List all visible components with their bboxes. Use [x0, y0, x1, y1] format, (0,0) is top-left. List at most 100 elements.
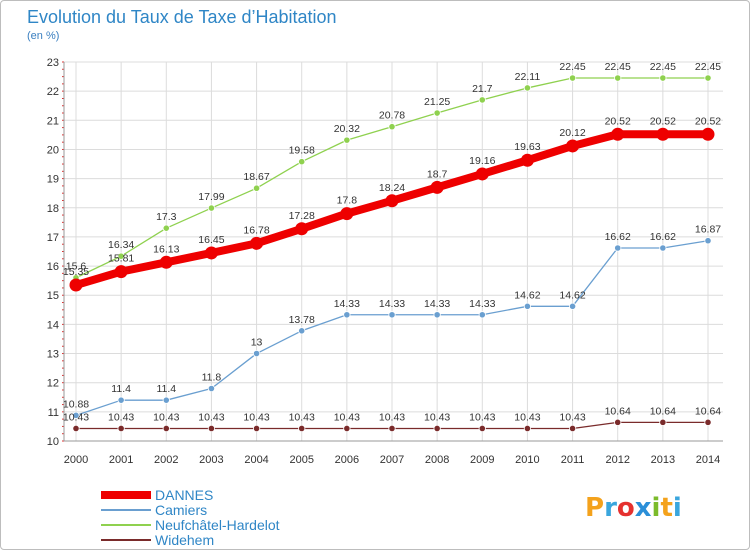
data-label-camiers: 13.78	[289, 314, 315, 326]
x-tick-label: 2009	[470, 454, 494, 466]
data-label-neufchatel-hardelot: 18.67	[243, 171, 269, 183]
y-tick-label: 11	[48, 407, 59, 419]
data-point-widehem	[659, 418, 667, 426]
data-point-neufchatel-hardelot	[298, 158, 306, 166]
data-label-camiers: 14.33	[379, 298, 405, 310]
data-label-neufchatel-hardelot: 21.7	[472, 83, 493, 95]
data-point-neufchatel-hardelot	[614, 74, 622, 82]
data-label-dannes: 17.8	[337, 195, 358, 207]
data-point-widehem	[433, 424, 441, 433]
legend-swatch	[101, 509, 151, 511]
data-point-dannes	[701, 127, 715, 141]
data-label-neufchatel-hardelot: 22.45	[650, 61, 676, 73]
data-point-neufchatel-hardelot	[207, 204, 216, 212]
data-label-dannes: 20.52	[695, 115, 721, 127]
logo-letter: r	[604, 493, 617, 523]
data-point-widehem	[343, 424, 351, 433]
data-point-widehem	[207, 424, 216, 433]
x-tick-label: 2003	[199, 454, 223, 466]
y-tick-label: 19	[47, 174, 59, 186]
data-point-widehem	[117, 424, 125, 433]
data-label-neufchatel-hardelot: 22.45	[559, 61, 585, 73]
legend-label: DANNES	[155, 487, 214, 503]
legend-swatch	[101, 491, 151, 499]
x-tick-label: 2000	[64, 454, 88, 466]
y-tick-label: 20	[47, 144, 59, 156]
data-point-camiers	[659, 244, 667, 252]
data-point-camiers	[207, 384, 216, 393]
data-point-widehem	[298, 424, 306, 433]
data-label-neufchatel-hardelot: 16.34	[108, 239, 134, 251]
data-label-dannes: 18.7	[427, 168, 448, 180]
data-point-widehem	[162, 424, 170, 433]
y-tick-label: 15	[47, 290, 59, 302]
data-label-dannes: 20.12	[559, 127, 585, 139]
data-point-dannes	[295, 222, 309, 236]
y-tick-label: 10	[47, 436, 59, 448]
data-label-dannes: 16.45	[198, 234, 224, 246]
data-point-widehem	[523, 424, 532, 433]
data-label-neufchatel-hardelot: 20.32	[334, 123, 360, 135]
legend-label: Camiers	[155, 502, 208, 518]
data-point-camiers	[117, 396, 125, 404]
data-label-widehem: 10.64	[605, 405, 631, 417]
data-label-widehem: 10.64	[695, 405, 721, 417]
data-point-widehem	[704, 418, 712, 426]
data-label-camiers: 10.88	[63, 398, 89, 410]
data-label-camiers: 16.87	[695, 224, 721, 236]
data-point-neufchatel-hardelot	[252, 184, 261, 192]
logo-letter: x	[634, 493, 652, 523]
x-tick-label: 2010	[515, 454, 539, 466]
data-point-dannes	[114, 265, 128, 279]
data-label-dannes: 18.24	[379, 182, 405, 194]
data-point-neufchatel-hardelot	[478, 96, 486, 104]
y-tick-label: 14	[47, 319, 59, 331]
data-label-camiers: 14.33	[424, 298, 450, 310]
data-label-widehem: 10.43	[334, 411, 360, 423]
x-tick-label: 2014	[696, 454, 720, 466]
logo-letter: P	[585, 493, 605, 523]
data-point-camiers	[162, 396, 170, 404]
data-label-neufchatel-hardelot: 15.6	[66, 261, 87, 273]
data-point-neufchatel-hardelot	[343, 136, 351, 144]
data-label-neufchatel-hardelot: 17.3	[156, 211, 177, 223]
data-label-widehem: 10.43	[63, 411, 89, 423]
data-label-widehem: 10.43	[424, 411, 450, 423]
data-point-camiers	[568, 302, 577, 310]
y-tick-label: 16	[47, 261, 59, 273]
y-tick-label: 22	[47, 86, 59, 98]
data-point-camiers	[478, 311, 486, 319]
legend-swatch	[101, 539, 151, 541]
data-label-dannes: 20.52	[605, 115, 631, 127]
data-point-widehem	[72, 424, 80, 433]
y-tick-label: 12	[47, 378, 59, 390]
y-tick-label: 18	[47, 203, 59, 215]
proxiti-logo: Proxiti	[585, 493, 682, 523]
data-label-dannes: 16.78	[243, 224, 269, 236]
logo-letter: t	[660, 493, 673, 523]
data-label-dannes: 19.16	[469, 155, 495, 167]
chart-subtitle: (en %)	[27, 30, 60, 42]
legend-label: Widehem	[155, 532, 215, 548]
data-point-camiers	[252, 349, 261, 358]
data-label-neufchatel-hardelot: 22.11	[515, 71, 541, 83]
data-point-camiers	[704, 237, 712, 245]
legend-swatch	[101, 524, 151, 526]
data-label-widehem: 10.64	[650, 405, 676, 417]
data-point-camiers	[388, 311, 396, 319]
data-label-neufchatel-hardelot: 21.25	[424, 96, 450, 108]
data-label-camiers: 11.8	[202, 372, 222, 384]
data-point-camiers	[614, 244, 622, 252]
data-point-widehem	[614, 418, 622, 426]
data-point-widehem	[388, 424, 396, 433]
y-tick-label: 17	[47, 232, 59, 244]
x-tick-label: 2007	[380, 454, 404, 466]
data-label-widehem: 10.43	[289, 411, 315, 423]
data-label-camiers: 11.4	[111, 383, 131, 395]
data-point-neufchatel-hardelot	[523, 84, 532, 92]
data-label-dannes: 15.81	[108, 253, 134, 265]
data-point-dannes	[430, 180, 444, 194]
data-label-neufchatel-hardelot: 22.45	[695, 61, 721, 73]
